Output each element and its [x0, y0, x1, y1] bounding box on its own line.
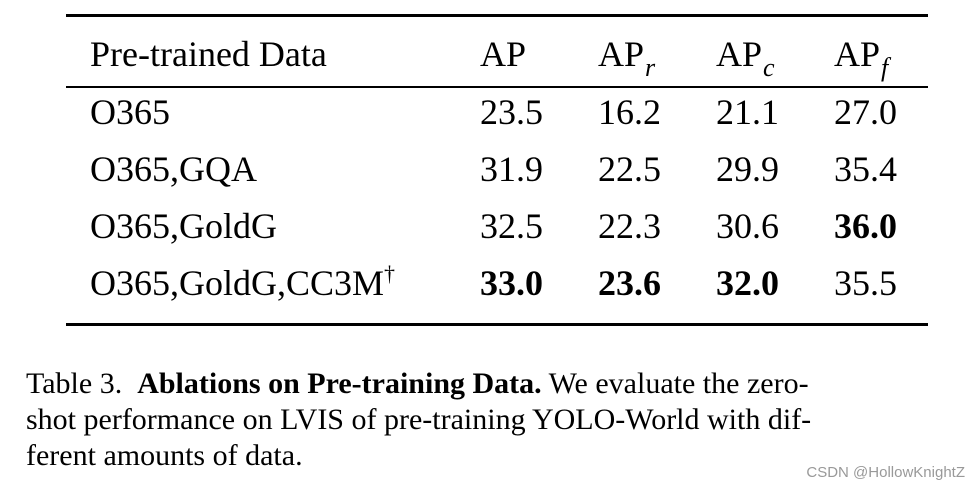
row-ap: 23.5	[480, 92, 543, 132]
row-ap-c-best: 32.0	[716, 263, 779, 303]
caption-title: Ablations on Pre-training Data.	[137, 367, 542, 400]
dagger-mark: †	[384, 261, 396, 286]
caption-line-3: ferent amounts of data.	[26, 439, 303, 472]
row-ap: 32.5	[480, 206, 543, 246]
row-ap-best: 33.0	[480, 263, 543, 303]
header-pretrained-data: Pre-trained Data	[90, 34, 327, 74]
table-caption: Table 3. Ablations on Pre-training Data.…	[26, 366, 966, 474]
header-ap-c: APc	[716, 34, 775, 82]
row-ap-c: 30.6	[716, 206, 779, 246]
header-rule	[66, 86, 928, 88]
header-ap-f: APf	[834, 34, 889, 82]
row-ap-r: 16.2	[598, 92, 661, 132]
row-ap-f-best: 36.0	[834, 206, 897, 246]
top-rule	[66, 14, 928, 17]
caption-label: Table 3.	[26, 367, 123, 400]
row-ap-c: 29.9	[716, 149, 779, 189]
row-ap: 31.9	[480, 149, 543, 189]
caption-line-2: shot performance on LVIS of pre-training…	[26, 403, 812, 436]
row-data-label: O365	[90, 92, 170, 132]
header-ap-r: APr	[598, 34, 656, 82]
row-ap-r: 22.5	[598, 149, 661, 189]
row-data-label: O365,GQA	[90, 149, 257, 189]
row-ap-c: 21.1	[716, 92, 779, 132]
row-ap-r-best: 23.6	[598, 263, 661, 303]
watermark: CSDN @HollowKnightZ	[806, 464, 965, 481]
row-data-label: O365,GoldG	[90, 206, 277, 246]
row-ap-f: 27.0	[834, 92, 897, 132]
row-ap-f: 35.5	[834, 263, 897, 303]
row-ap-r: 22.3	[598, 206, 661, 246]
row-data-label: O365,GoldG,CC3M†	[90, 261, 396, 303]
row-ap-f: 35.4	[834, 149, 897, 189]
caption-line-1: Table 3. Ablations on Pre-training Data.…	[26, 367, 809, 400]
bottom-rule	[66, 323, 928, 326]
header-ap: AP	[480, 34, 527, 74]
